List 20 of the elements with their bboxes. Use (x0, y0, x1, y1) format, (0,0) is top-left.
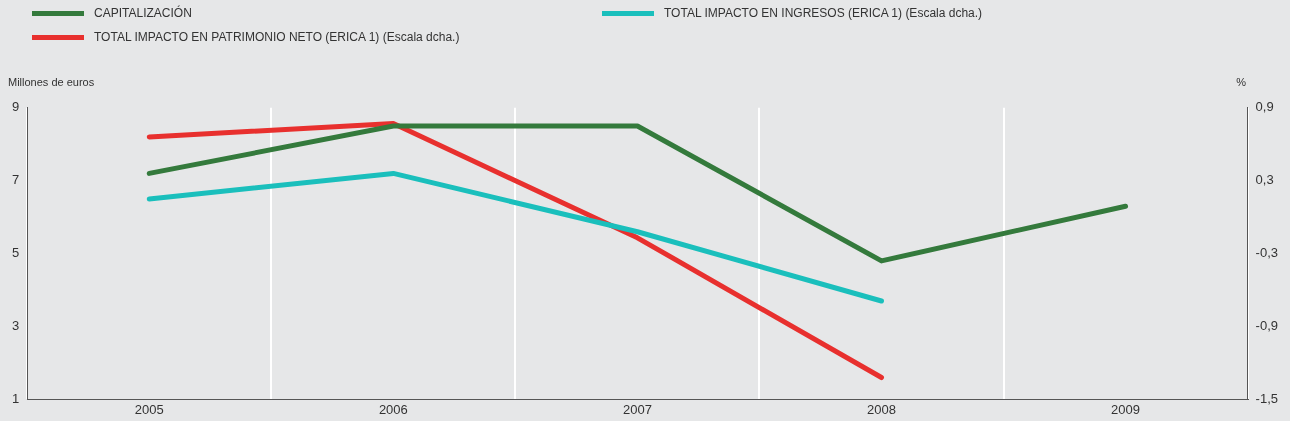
y2-axis-title: % (1236, 76, 1246, 88)
y2-tick-label: -0,3 (1255, 245, 1279, 261)
y2-tick-label: 0,3 (1255, 172, 1274, 188)
legend-label: TOTAL IMPACTO EN PATRIMONIO NETO (ERICA 1) (Escala dcha.) (94, 30, 460, 44)
y2-tick-label: -1,5 (1255, 390, 1279, 406)
y-tick-label: 9 (12, 99, 20, 115)
y2-tick-label: -0,9 (1255, 318, 1279, 334)
x-tick-label: 2006 (378, 401, 408, 417)
x-tick-label: 2009 (1111, 401, 1141, 417)
x-tick-label: 2005 (134, 401, 164, 417)
y2-tick-label: 0,9 (1255, 99, 1274, 115)
y-tick-label: 5 (12, 245, 20, 261)
legend-label: TOTAL IMPACTO EN INGRESOS (ERICA 1) (Escala dcha.) (664, 6, 983, 20)
y-tick-label: 3 (12, 318, 20, 334)
x-tick-label: 2007 (622, 401, 652, 417)
y-tick-label: 7 (12, 172, 20, 188)
y-axis-title: Millones de euros (8, 76, 95, 88)
legend-label: CAPITALIZACIÓN (94, 6, 192, 20)
y-tick-label: 1 (12, 390, 20, 406)
x-tick-label: 2008 (867, 401, 896, 417)
